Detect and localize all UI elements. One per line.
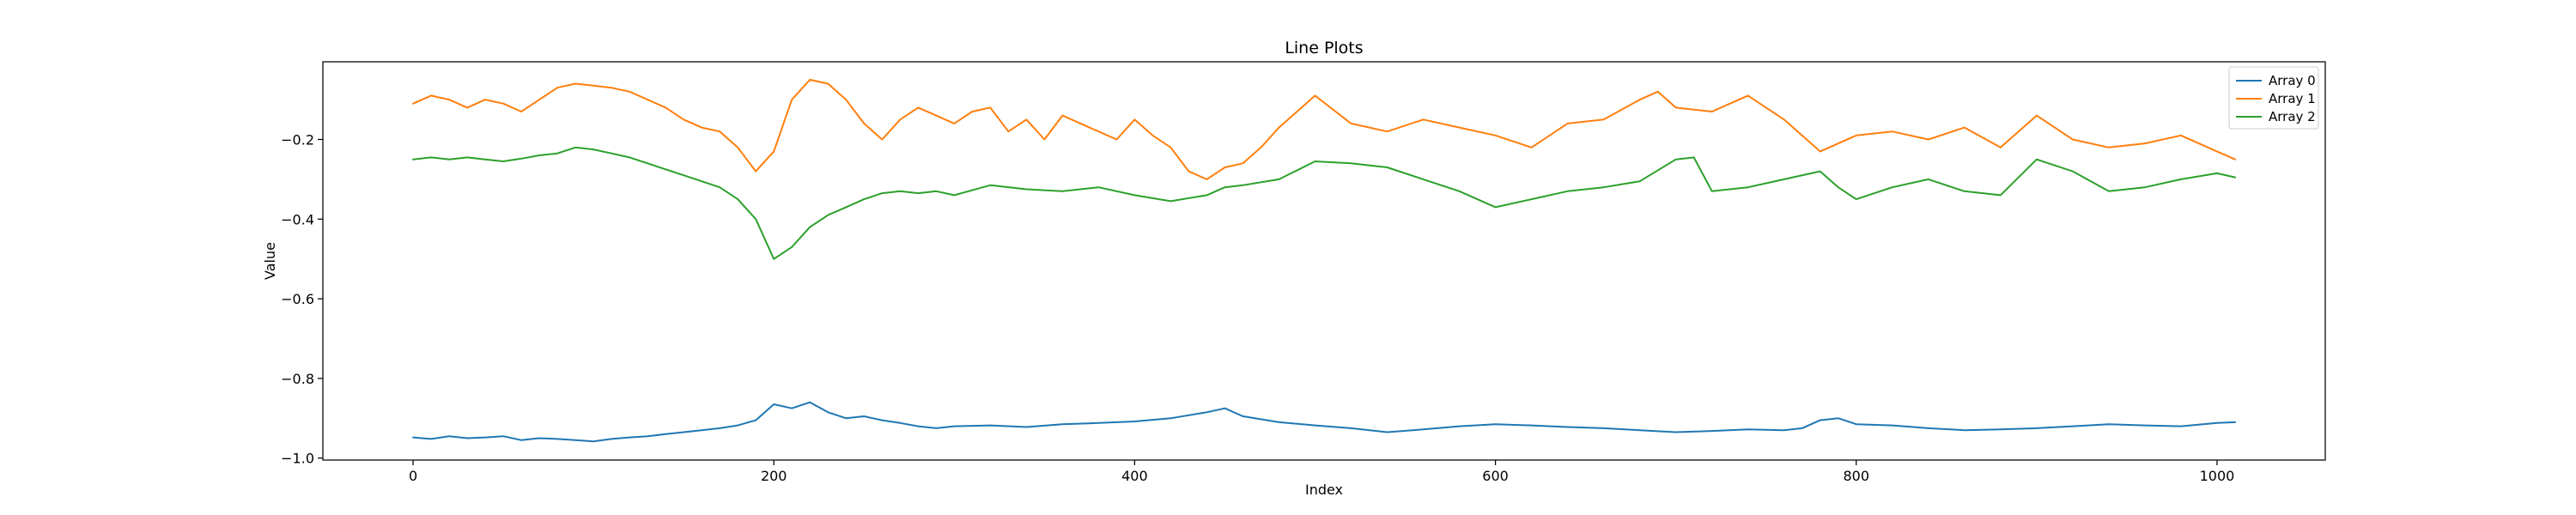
x-axis: 0 200 400 600 800 1000 (409, 460, 2234, 484)
y-axis: −1.0 −0.8 −0.6 −0.4 −0.2 (281, 131, 323, 467)
x-tick-label: 1000 (2200, 468, 2235, 484)
y-axis-label: Value (262, 242, 278, 280)
legend-label-array-1: Array 1 (2269, 91, 2316, 106)
x-tick-label: 200 (761, 468, 787, 484)
series-layer (412, 78, 2236, 443)
y-tick-label: −1.0 (281, 451, 314, 467)
series-line-array-0 (412, 401, 2236, 443)
x-tick-label: 400 (1121, 468, 1148, 484)
y-tick-label: −0.4 (281, 211, 314, 227)
y-tick-label: −0.6 (281, 291, 314, 307)
series-line-array-2 (412, 146, 2236, 260)
x-tick-label: 0 (409, 468, 417, 484)
chart-title: Line Plots (1285, 39, 1363, 58)
legend-label-array-0: Array 0 (2269, 73, 2316, 88)
legend: Array 0 Array 1 Array 2 (2228, 66, 2319, 130)
y-tick-label: −0.2 (281, 131, 314, 148)
x-axis-label: Index (1305, 482, 1343, 498)
x-tick-label: 800 (1843, 468, 1869, 484)
series-line-array-1 (412, 78, 2236, 180)
y-tick-label: −0.8 (281, 371, 314, 387)
plot-area-frame (322, 61, 2326, 461)
legend-label-array-2: Array 2 (2269, 109, 2316, 124)
x-tick-label: 600 (1482, 468, 1509, 484)
legend-box (2228, 66, 2319, 130)
